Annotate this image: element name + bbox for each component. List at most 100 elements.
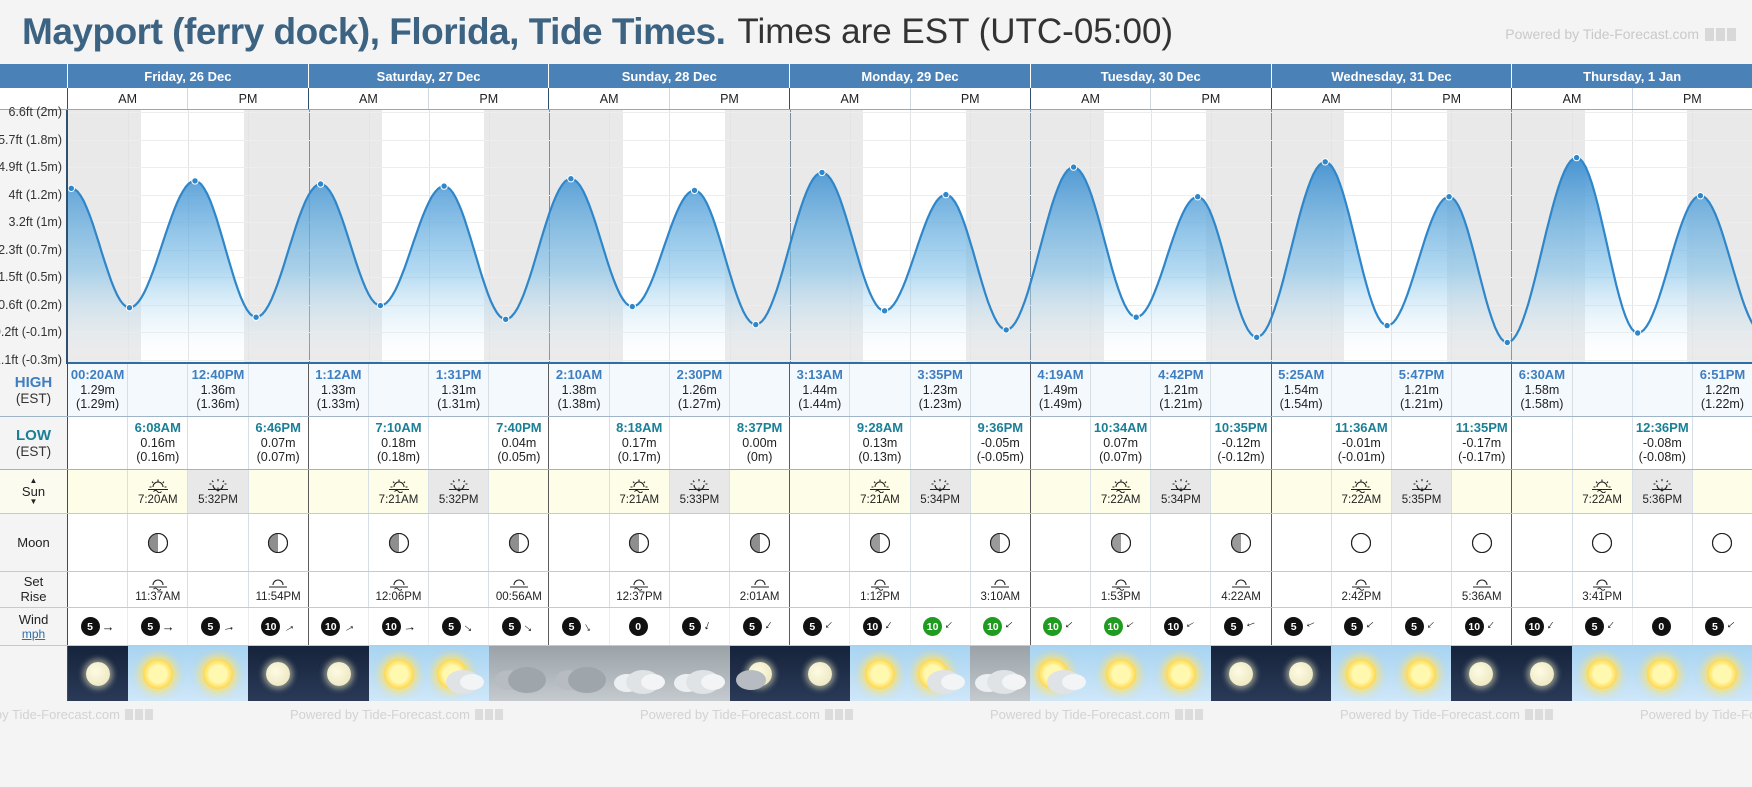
low-tide-cell xyxy=(1030,417,1092,469)
high-tide-cell: 1:12AM 1.33m (1.33m) xyxy=(308,364,369,416)
low-tide-cell: 8:18AM 0.17m (0.17m) xyxy=(609,417,670,469)
cloud-icon xyxy=(735,670,766,690)
high-tide-height-alt: (1.33m) xyxy=(316,396,360,411)
day-col-5: 11:36AM -0.01m (-0.01m) 11:35PM -0.17m (-0.17… xyxy=(1271,417,1513,469)
high-tide-cell: 5:47PM 1.21m (1.21m) xyxy=(1391,364,1453,416)
low-tide-time: 10:34AM xyxy=(1093,419,1148,435)
moon-setrise-empty-cell xyxy=(549,572,610,607)
moon-setrise-empty-cell xyxy=(790,572,851,607)
tide-extremum-marker-high xyxy=(818,168,826,177)
wind-cell: 5 → xyxy=(128,608,189,645)
y-axis-tick-5: 2.3ft (0.7m) xyxy=(0,242,62,257)
sunrise-icon xyxy=(869,479,890,493)
wind-cell: 10 → xyxy=(1091,608,1152,645)
high-tide-height: 1.31m xyxy=(441,382,477,397)
day-col-2: 8:18AM 0.17m (0.17m) 8:37PM 0.00m (0m) xyxy=(549,417,791,469)
moon-set-cell: 3:41PM xyxy=(1572,572,1633,607)
high-tide-cell: 3:13AM 1.44m (1.44m) xyxy=(790,364,851,416)
wind-cell: 5 → xyxy=(1692,608,1752,645)
high-tide-cell xyxy=(1632,364,1693,416)
high-tide-height-alt: (1.23m) xyxy=(918,396,962,411)
sunset-icon xyxy=(930,478,951,492)
chart-day-divider xyxy=(789,110,791,362)
sunrise-icon xyxy=(147,479,168,493)
chart-gridline-v xyxy=(1631,110,1633,362)
moon-setrise-empty-cell xyxy=(1692,572,1752,607)
footer-watermarks: Powered by Tide-Forecast.com Powered by T… xyxy=(0,701,1752,727)
sun-day-5: 7:22AM 5:35PM xyxy=(1271,470,1513,513)
moon-empty-cell xyxy=(188,514,249,571)
high-tide-height-alt: (1.21m) xyxy=(1400,396,1444,411)
wind-cell: 0 xyxy=(1632,608,1693,645)
wind-direction-arrow-icon: → xyxy=(1242,617,1261,636)
sun-row: ▲ Sun ▼ 7:20AM 5:32PM 7:21AM 5:32PM 7:21AM 5:… xyxy=(0,470,1752,514)
ampm-cell-4-pm: PM xyxy=(1201,91,1221,106)
wind-day-6: 10 → 5 → 0 5 → xyxy=(1512,608,1752,645)
sun-empty-cell xyxy=(730,470,790,513)
sunrise-icon xyxy=(1110,479,1131,493)
high-tide-cell: 6:30AM 1.58m (1.58m) xyxy=(1512,364,1573,416)
wind-speed-badge: 5 xyxy=(1284,617,1304,636)
high-tide-height-alt: (1.36m) xyxy=(196,396,240,411)
footer-watermark-text: Powered by Tide-Forecast.com xyxy=(0,706,120,722)
sunset-icon xyxy=(1652,478,1673,492)
high-label-text: HIGH xyxy=(14,374,53,391)
wind-speed-badge: 0 xyxy=(628,617,648,636)
day-header-3: Monday, 29 Dec xyxy=(790,64,1031,88)
moon-day-2 xyxy=(549,514,791,571)
low-label-text: LOW xyxy=(16,427,51,444)
moonrise-icon xyxy=(1472,579,1491,588)
moon-set-time: 2:42PM xyxy=(1341,590,1382,603)
moon-day-3 xyxy=(790,514,1031,571)
moon-phase-icon xyxy=(1110,532,1131,553)
low-label-tz: (EST) xyxy=(15,444,52,459)
low-tide-height-alt: (-0.08m) xyxy=(1638,449,1686,464)
moon-empty-cell xyxy=(1030,514,1092,571)
ampm-cell-2-pm: PM xyxy=(720,91,739,106)
low-tide-height: 0.17m xyxy=(621,435,657,450)
powered-by-text: Powered by Tide-Forecast.com xyxy=(1505,26,1699,42)
sunrise-cell: 7:21AM xyxy=(368,470,430,513)
moon-rise-cell: 3:10AM xyxy=(970,572,1030,607)
tide-extremum-marker-high xyxy=(1321,158,1329,166)
wind-direction-arrow-icon: → xyxy=(1181,616,1201,637)
ampm-cell-0-pm: PM xyxy=(238,91,258,106)
tide-extremum-marker-high xyxy=(316,180,325,188)
wind-unit-link[interactable]: mph xyxy=(21,627,46,642)
ampm-cell-1-am: AM xyxy=(309,88,430,109)
timezone-note: Times are EST (UTC-05:00) xyxy=(737,12,1174,51)
sunset-time: 5:33PM xyxy=(679,493,720,506)
moon-set-cell: 11:37AM xyxy=(128,572,189,607)
tide-extremum-marker-high xyxy=(68,184,75,192)
sunset-cell: 5:36PM xyxy=(1632,470,1693,513)
weather-icon-cell xyxy=(789,646,850,701)
powered-by-top: Powered by Tide-Forecast.com xyxy=(1505,26,1736,42)
footer-watermark: Powered by Tide-Forecast.com xyxy=(990,707,1203,722)
chart-day-divider xyxy=(1270,110,1272,362)
wind-cell: 5 → xyxy=(1211,608,1271,645)
wind-cell: 5 → xyxy=(489,608,549,645)
day-col-5: 5:25AM 1.54m (1.54m) 5:47PM 1.21m (1.21m) xyxy=(1271,364,1513,416)
weather-icon-cell xyxy=(1270,646,1332,701)
low-tide-cell: 10:34AM 0.07m (0.07m) xyxy=(1091,417,1152,469)
day-col-0: 6:08AM 0.16m (0.16m) 6:46PM 0.07m (0.07m) xyxy=(68,417,309,469)
moon-phase-cell xyxy=(489,514,549,571)
moon-setrise-day-2: 12:37PM 2:01AM xyxy=(549,572,791,607)
high-tide-height-alt: (1.49m) xyxy=(1038,396,1082,411)
moonset-icon xyxy=(870,579,889,591)
wind-cell: 5 → xyxy=(188,608,249,645)
low-tide-cell xyxy=(68,417,129,469)
low-tide-cell: 6:08AM 0.16m (0.16m) xyxy=(128,417,189,469)
day-col-6: 12:36PM -0.08m (-0.08m) xyxy=(1512,417,1752,469)
low-tide-time: 9:28AM xyxy=(856,419,904,435)
sunset-cell: 5:33PM xyxy=(669,470,730,513)
weather-icon-cell xyxy=(1511,646,1572,701)
sunset-time: 5:35PM xyxy=(1401,493,1442,506)
high-tide-cell: 2:10AM 1.38m (1.38m) xyxy=(549,364,610,416)
tide-line xyxy=(68,156,1752,344)
moon-rise-time: 00:56AM xyxy=(495,590,542,603)
wind-day-4: 10 → 10 → 10 → 5 → xyxy=(1030,608,1272,645)
ampm-cell-3-am: AM xyxy=(790,88,911,109)
weather-icon-cell xyxy=(308,646,369,701)
moon-setrise-empty-cell xyxy=(1030,572,1092,607)
